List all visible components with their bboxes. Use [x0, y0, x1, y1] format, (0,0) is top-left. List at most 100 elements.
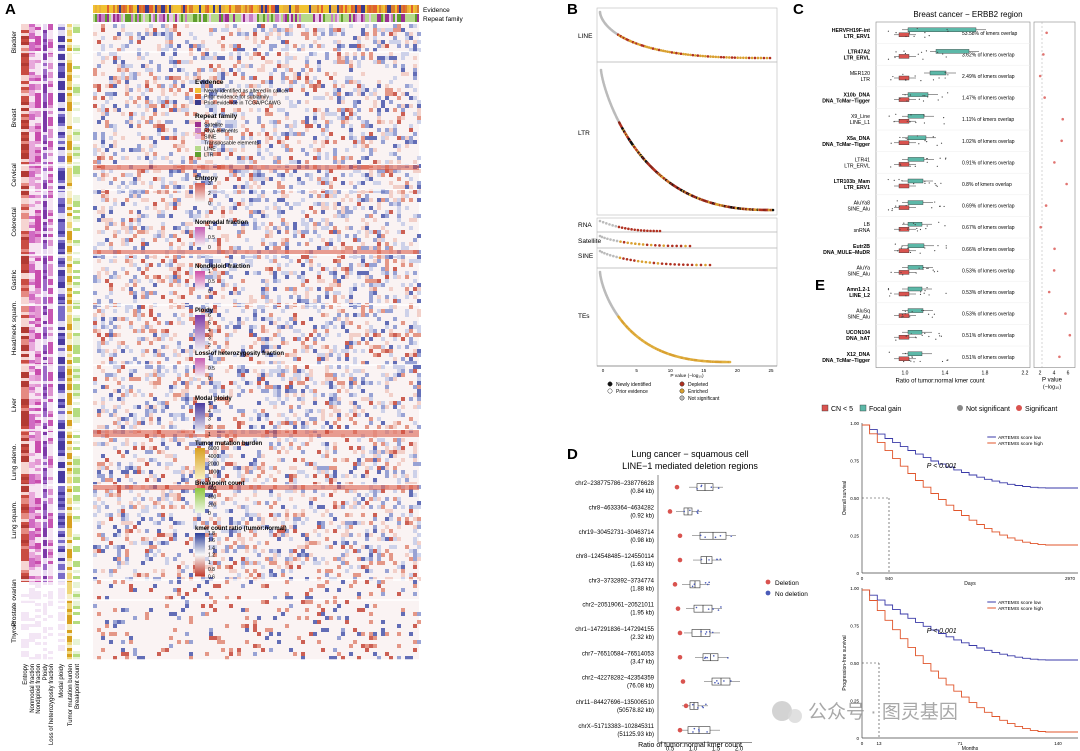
heatmap-cell [133, 263, 137, 267]
heatmap-cell [201, 68, 205, 72]
annotation-cell [35, 285, 41, 288]
annotation-cell [48, 177, 53, 180]
annotation-cell [43, 408, 47, 411]
annotation-cell [43, 450, 47, 453]
heatmap-cell [273, 321, 277, 325]
heatmap-cell [409, 36, 413, 40]
annotation-cell [43, 489, 47, 492]
heatmap-cell [393, 76, 397, 80]
annotation-cell [67, 564, 72, 567]
heatmap-cell [221, 389, 225, 393]
annotation-cell [35, 240, 41, 243]
heatmap-cell [93, 275, 97, 279]
evidence-track-cell [397, 5, 399, 13]
annotation-cell [73, 507, 80, 510]
heatmap-cell [373, 40, 377, 44]
evidence-track-cell [217, 5, 219, 13]
heatmap-cell [201, 254, 205, 258]
evidence-track-cell [383, 5, 385, 13]
heatmap-cell [353, 377, 357, 381]
heatmap-cell [225, 124, 229, 128]
heatmap-cell [181, 321, 185, 325]
heatmap-cell [325, 206, 329, 210]
heatmap-cell [205, 321, 209, 325]
evidence-track-cell [343, 5, 345, 13]
heatmap-cell [113, 333, 117, 337]
heatmap-cell [149, 309, 153, 313]
heatmap-cell [213, 173, 217, 177]
heatmap-cell [353, 234, 357, 238]
heatmap-cell [381, 28, 385, 32]
heatmap-cell [349, 132, 353, 136]
annotation-cell [58, 369, 65, 372]
heatmap-cell [173, 24, 177, 28]
heatmap-cell [173, 381, 177, 385]
heatmap-cell [365, 329, 369, 333]
annotation-cell [58, 126, 65, 129]
heatmap-cell [121, 218, 125, 222]
heatmap-cell [393, 202, 397, 206]
heatmap-cell [297, 329, 301, 333]
annotation-cell [35, 366, 41, 369]
heatmap-cell [113, 389, 117, 393]
heatmap-cell [325, 246, 329, 250]
heatmap-cell [221, 210, 225, 214]
annotation-cell [67, 384, 72, 387]
heatmap-cell [409, 325, 413, 329]
heatmap-cell [357, 108, 361, 112]
heatmap-cell [309, 194, 313, 198]
heatmap-cell [409, 185, 413, 189]
heatmap-cell [365, 246, 369, 250]
panel-label-b: B [567, 1, 578, 18]
family-track-cell [229, 14, 231, 22]
heatmap-cell [101, 108, 105, 112]
heatmap-cell [245, 169, 249, 173]
evidence-track-cell [313, 5, 315, 13]
heatmap-cell [413, 140, 417, 144]
annotation-cell [35, 213, 41, 216]
heatmap-cell [365, 230, 369, 234]
annotation-cell [21, 129, 29, 132]
family-track-cell [149, 14, 151, 22]
heatmap-cell [177, 144, 181, 148]
annotation-cell [35, 588, 41, 591]
annotation-cell [21, 537, 29, 540]
annotation-cell [67, 501, 72, 504]
heatmap-cell [329, 271, 333, 275]
heatmap-cell [173, 64, 177, 68]
annotation-cell [73, 561, 80, 564]
heatmap-cell [257, 198, 261, 202]
heatmap-cell [153, 234, 157, 238]
annotation-cell [67, 486, 72, 489]
annotation-cell [29, 279, 35, 282]
heatmap-cell [285, 238, 289, 242]
heatmap-cell [173, 267, 177, 271]
heatmap-cell [393, 128, 397, 132]
annotation-cell [29, 87, 35, 90]
heatmap-cell [305, 108, 309, 112]
heatmap-cell [293, 329, 297, 333]
annotation-cell [73, 426, 80, 429]
heatmap-cell [141, 313, 145, 317]
evidence-track-cell [295, 5, 297, 13]
annotation-cell [35, 639, 41, 642]
heatmap-cell [353, 189, 357, 193]
annotation-cell [48, 141, 53, 144]
heatmap-cell [293, 365, 297, 369]
heatmap-cell [205, 169, 209, 173]
heatmap-cell [169, 337, 173, 341]
evidence-track-cell [403, 5, 405, 13]
annotation-cell [21, 345, 29, 348]
annotation-cell [43, 558, 47, 561]
heatmap-cell [357, 36, 361, 40]
heatmap-cell [121, 60, 125, 64]
heatmap-cell [309, 80, 313, 84]
annotation-cell [73, 264, 80, 267]
heatmap-cell [409, 337, 413, 341]
heatmap-cell [353, 185, 357, 189]
heatmap-cell [205, 48, 209, 52]
heatmap-cell [257, 377, 261, 381]
annotation-cell [73, 453, 80, 456]
heatmap-cell [301, 222, 305, 226]
heatmap-cell [313, 230, 317, 234]
